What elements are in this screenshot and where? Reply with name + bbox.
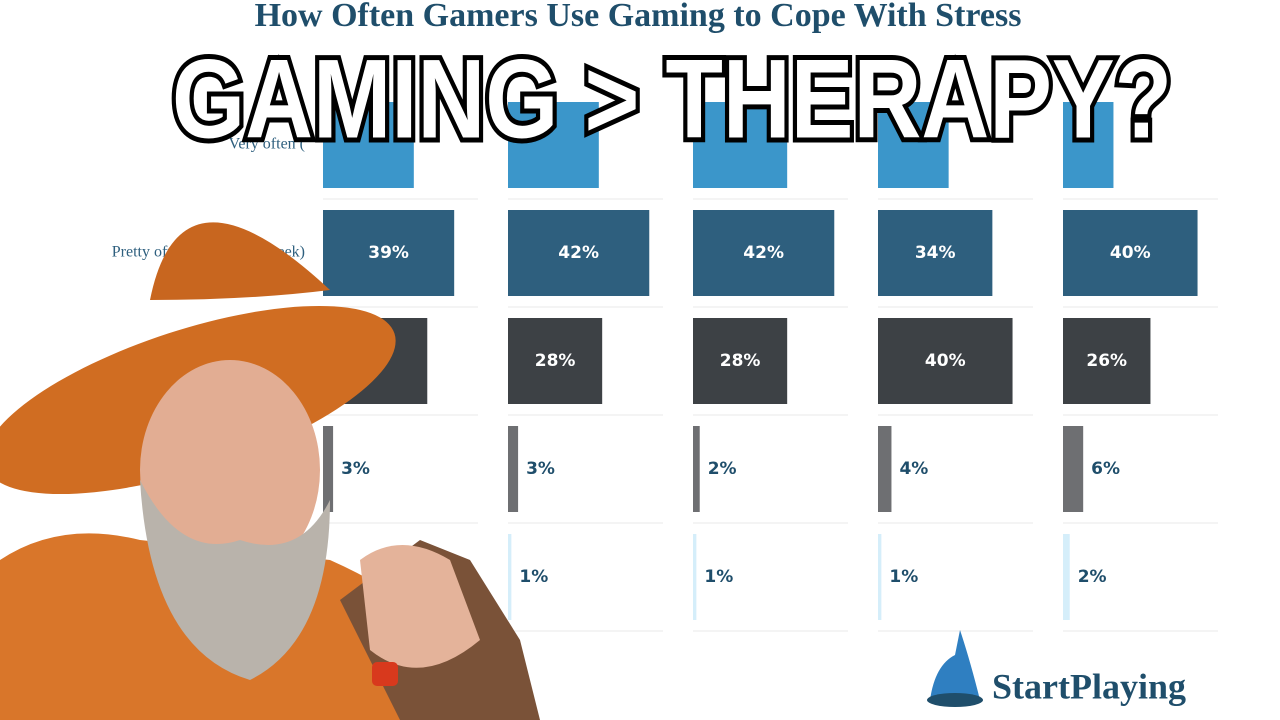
face	[140, 360, 320, 580]
value-label: 1%	[704, 567, 733, 587]
value-label: 26%	[1086, 351, 1127, 371]
value-label: 2%	[1078, 567, 1107, 587]
value-label: 28%	[535, 351, 576, 371]
bar	[693, 534, 697, 620]
bar	[878, 318, 1013, 404]
value-label: 3%	[526, 459, 555, 479]
logo-brim	[927, 693, 983, 707]
bar	[1063, 210, 1198, 296]
chart: Very often (Pretty often (2-3 days a wee…	[112, 102, 1218, 632]
logo: StartPlaying	[927, 630, 1186, 707]
bar	[1063, 426, 1084, 512]
bar	[508, 102, 599, 188]
logo-text: StartPlaying	[992, 666, 1186, 706]
value-label: 42%	[558, 243, 599, 263]
value-label: 34%	[915, 243, 956, 263]
wizard-photo	[0, 222, 540, 720]
value-label: 42%	[743, 243, 784, 263]
value-label: 2%	[708, 459, 737, 479]
value-label: 39%	[368, 243, 409, 263]
bar	[693, 426, 700, 512]
row-label: Very often (	[229, 136, 305, 153]
bar	[1063, 102, 1114, 188]
bar	[323, 102, 414, 188]
ring	[372, 662, 398, 686]
value-label: 40%	[1110, 243, 1151, 263]
bar	[508, 318, 603, 404]
value-label: 1%	[889, 567, 918, 587]
value-label: 28%	[720, 351, 761, 371]
bar	[693, 210, 835, 296]
value-label: 3%	[341, 459, 370, 479]
value-label: 1%	[519, 567, 548, 587]
bar	[693, 102, 788, 188]
value-label: 6%	[1091, 459, 1120, 479]
bar	[1063, 534, 1070, 620]
bar	[878, 210, 993, 296]
chart-title: How Often Gamers Use Gaming to Cope With…	[255, 0, 1022, 34]
bar	[878, 534, 882, 620]
bar	[878, 426, 892, 512]
overlay-title: GAMING > THERAPY?	[172, 37, 1172, 162]
logo-icon	[930, 630, 980, 700]
bar	[1063, 318, 1151, 404]
value-label: 4%	[899, 459, 928, 479]
hands	[360, 545, 480, 668]
bar	[878, 102, 949, 188]
beard	[140, 480, 330, 680]
hat-cone	[150, 222, 330, 300]
value-label: 40%	[925, 351, 966, 371]
bar	[323, 210, 455, 296]
bar	[323, 426, 334, 512]
bar	[508, 534, 512, 620]
bar	[508, 210, 650, 296]
bar	[508, 426, 519, 512]
bar	[693, 318, 788, 404]
